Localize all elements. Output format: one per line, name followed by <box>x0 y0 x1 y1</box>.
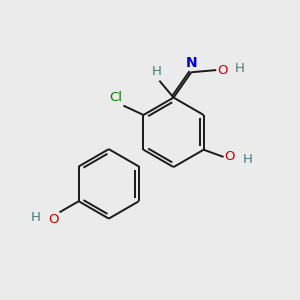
Text: O: O <box>224 151 235 164</box>
Text: H: H <box>152 65 162 78</box>
Text: O: O <box>48 213 59 226</box>
Text: O: O <box>217 64 227 76</box>
Text: H: H <box>235 62 244 75</box>
Text: Cl: Cl <box>109 91 122 104</box>
Text: H: H <box>243 152 253 166</box>
Text: N: N <box>185 56 197 70</box>
Text: H: H <box>31 211 40 224</box>
